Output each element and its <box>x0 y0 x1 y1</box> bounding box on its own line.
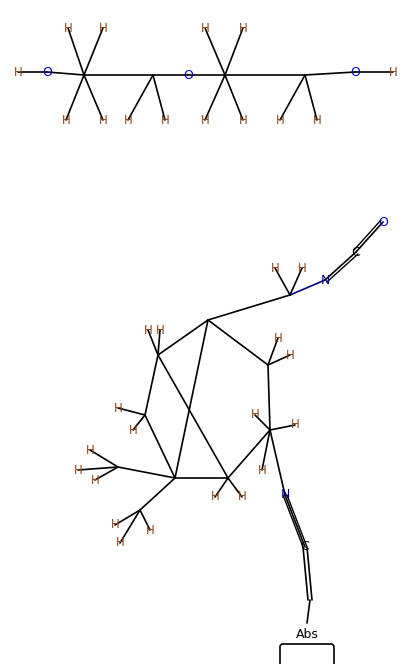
Text: H: H <box>99 21 108 35</box>
Text: H: H <box>388 66 397 78</box>
Text: C: C <box>301 540 310 554</box>
Text: C: C <box>352 246 360 258</box>
Text: H: H <box>156 323 164 337</box>
Text: H: H <box>110 519 119 531</box>
Text: H: H <box>99 114 108 127</box>
Text: O: O <box>350 66 360 78</box>
Text: H: H <box>91 473 100 487</box>
Text: H: H <box>276 114 284 127</box>
Text: H: H <box>146 523 155 537</box>
Text: H: H <box>114 402 122 414</box>
Text: H: H <box>129 424 137 436</box>
Text: H: H <box>63 21 72 35</box>
Text: H: H <box>270 262 279 274</box>
Text: H: H <box>312 114 321 127</box>
Text: H: H <box>210 491 219 503</box>
Text: H: H <box>123 114 132 127</box>
Text: N: N <box>320 274 330 286</box>
Text: H: H <box>238 491 247 503</box>
Text: H: H <box>251 408 260 422</box>
Text: H: H <box>239 114 247 127</box>
Text: H: H <box>201 21 210 35</box>
Text: H: H <box>239 21 247 35</box>
Text: H: H <box>116 537 124 550</box>
Text: N: N <box>280 489 290 501</box>
Text: H: H <box>74 463 82 477</box>
Text: O: O <box>42 66 52 78</box>
Text: H: H <box>86 444 94 457</box>
Text: H: H <box>160 114 169 127</box>
Text: H: H <box>273 331 282 345</box>
Text: H: H <box>298 262 306 274</box>
Text: H: H <box>13 66 22 78</box>
Text: Abs: Abs <box>296 629 318 641</box>
Text: H: H <box>144 323 152 337</box>
Text: H: H <box>286 349 294 361</box>
Text: O: O <box>378 216 388 228</box>
Text: O: O <box>183 68 193 82</box>
Text: H: H <box>291 418 299 432</box>
FancyBboxPatch shape <box>280 644 334 664</box>
Text: H: H <box>62 114 71 127</box>
Text: H: H <box>201 114 210 127</box>
Text: H: H <box>257 463 266 477</box>
